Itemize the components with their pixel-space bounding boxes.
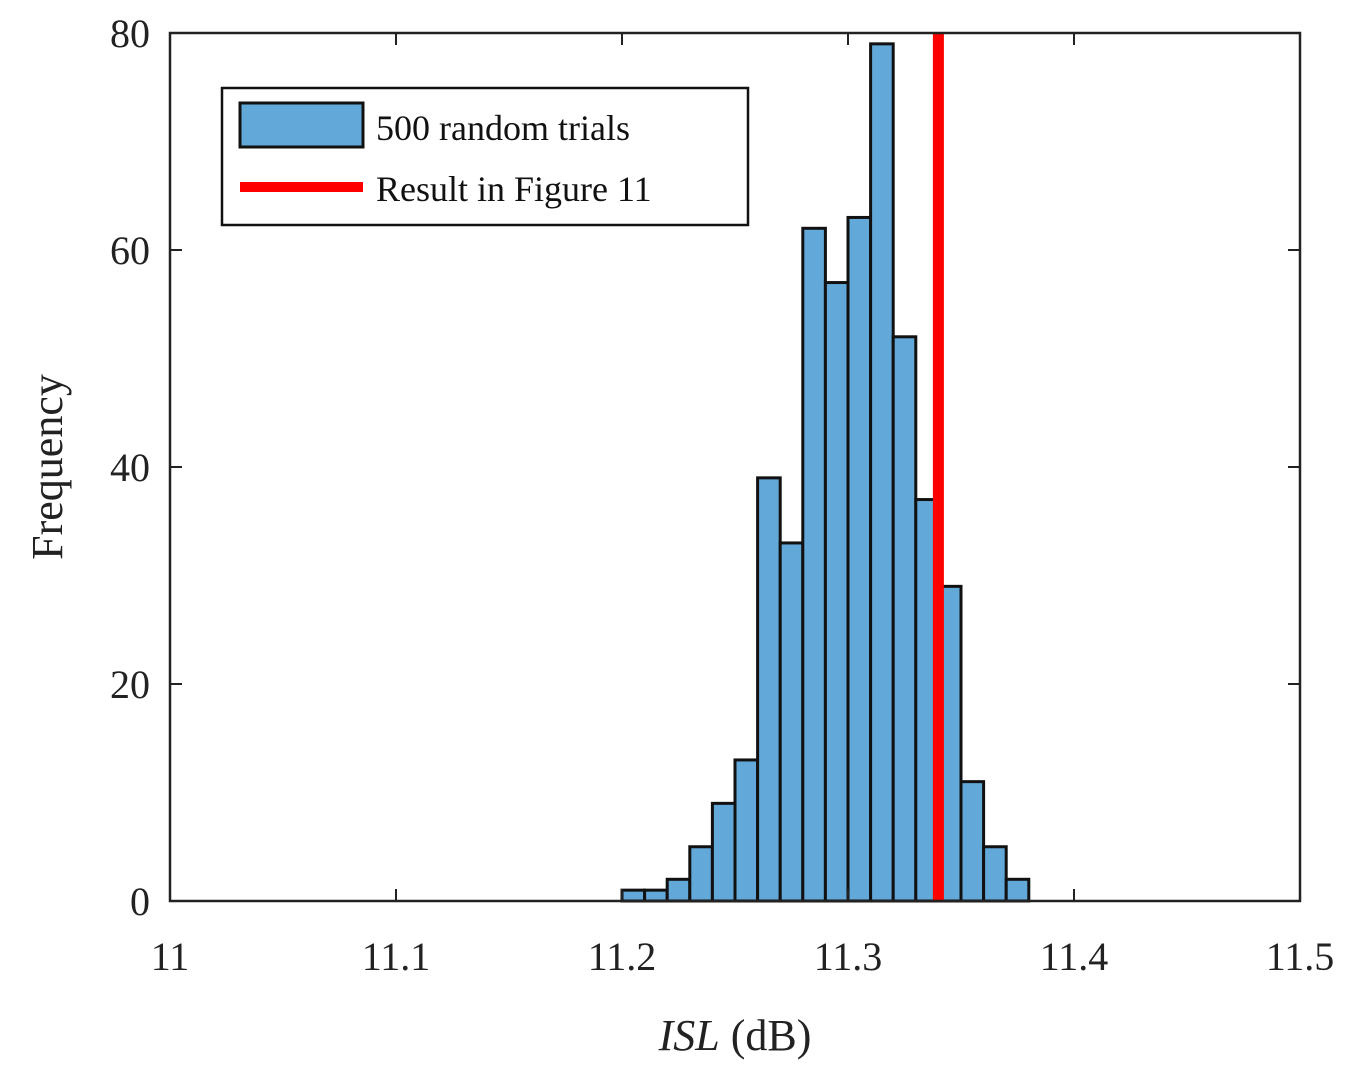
x-axis-ticks: 11 11.1 11.2 11.3 11.4 11.5 bbox=[151, 33, 1335, 979]
y-tick-label-2: 40 bbox=[110, 445, 150, 490]
histogram-bar-9 bbox=[823, 281, 850, 903]
histogram-bar-11 bbox=[869, 42, 895, 903]
legend-label-result-line: Result in Figure 11 bbox=[376, 169, 652, 209]
x-axis-title: ISL (dB) bbox=[658, 1011, 812, 1060]
histogram-bars bbox=[620, 42, 1031, 903]
y-tick-label-4: 80 bbox=[110, 11, 150, 56]
legend: 500 random trials Result in Figure 11 bbox=[220, 86, 750, 227]
histogram-bar-8 bbox=[801, 226, 827, 903]
histogram-bar-2 bbox=[665, 877, 692, 903]
y-tick-label-3: 60 bbox=[110, 228, 150, 273]
y-tick-label-1: 20 bbox=[110, 662, 150, 707]
y-axis-ticks: 0 20 40 60 80 bbox=[110, 11, 1300, 924]
histogram-bar-5 bbox=[733, 758, 760, 903]
x-tick-label-2: 11.2 bbox=[588, 934, 657, 979]
histogram-bar-7 bbox=[778, 541, 805, 903]
x-tick-label-0: 11 bbox=[151, 934, 190, 979]
x-axis-title-unit: (dB) bbox=[720, 1011, 812, 1060]
histogram-bar-6 bbox=[756, 476, 782, 903]
x-axis-title-italic: ISL bbox=[658, 1011, 720, 1060]
y-tick-label-0: 0 bbox=[130, 879, 150, 924]
histogram-bar-4 bbox=[710, 801, 737, 903]
x-tick-label-4: 11.4 bbox=[1040, 934, 1109, 979]
y-axis-title: Frequency bbox=[23, 374, 72, 560]
histogram-bar-1 bbox=[643, 888, 669, 903]
x-tick-label-5: 11.5 bbox=[1266, 934, 1335, 979]
histogram-bar-16 bbox=[982, 845, 1008, 903]
x-tick-label-1: 11.1 bbox=[362, 934, 431, 979]
histogram-bar-12 bbox=[891, 335, 918, 903]
histogram-bar-17 bbox=[1004, 877, 1031, 903]
legend-label-histogram: 500 random trials bbox=[376, 108, 630, 148]
histogram-bar-10 bbox=[846, 215, 873, 903]
histogram-bar-3 bbox=[688, 845, 714, 903]
x-tick-label-3: 11.3 bbox=[814, 934, 883, 979]
histogram-bar-15 bbox=[959, 780, 986, 903]
legend-swatch-histogram bbox=[238, 101, 365, 149]
histogram-bar-0 bbox=[620, 888, 647, 903]
